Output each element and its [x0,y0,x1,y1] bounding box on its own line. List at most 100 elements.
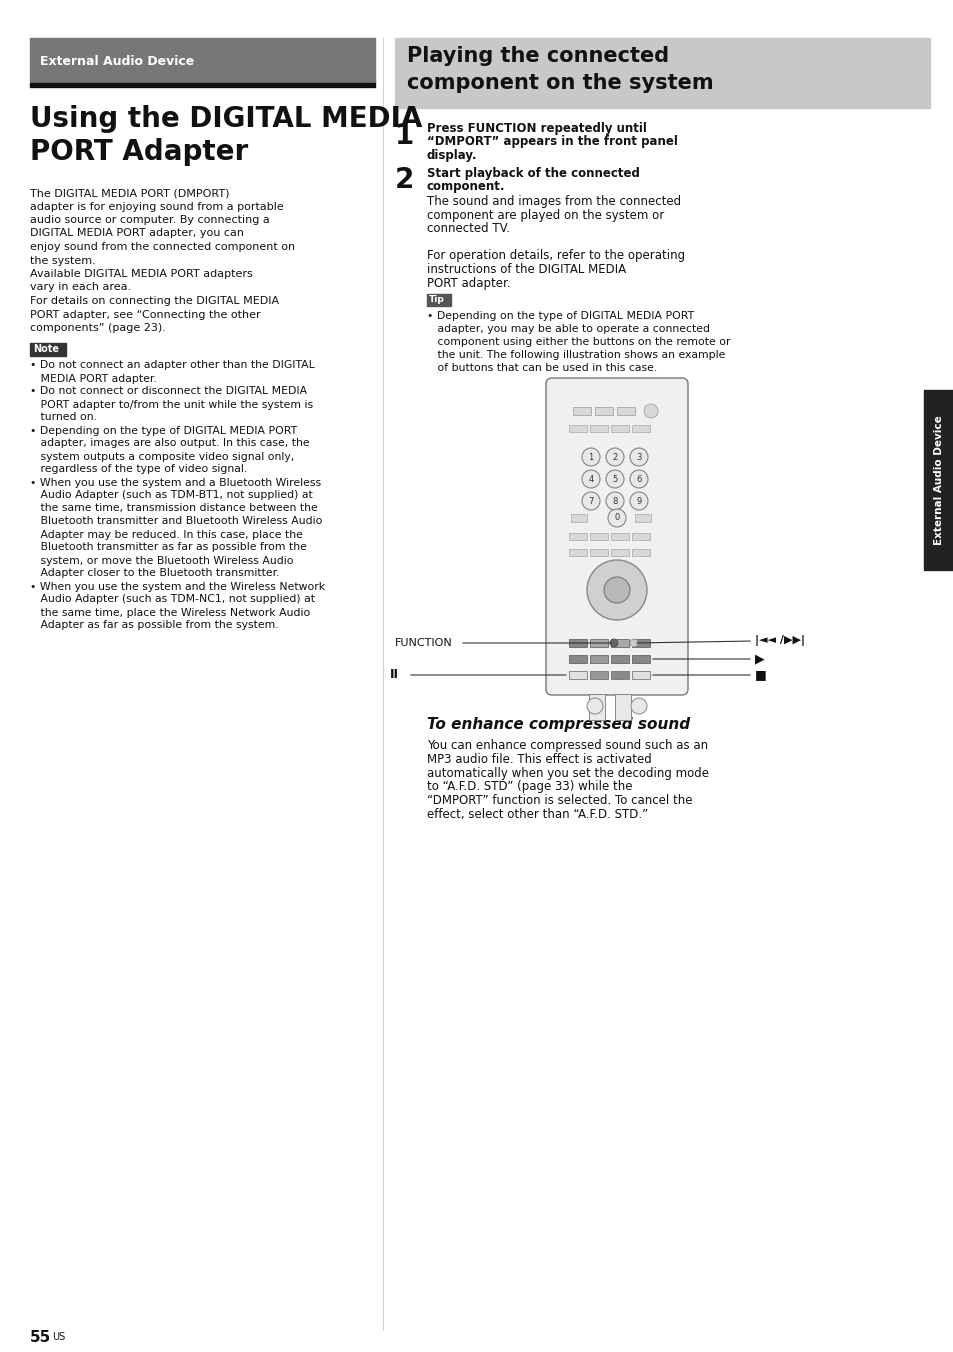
Text: The DIGITAL MEDIA PORT (DMPORT): The DIGITAL MEDIA PORT (DMPORT) [30,188,230,197]
Text: adapter, images are also output. In this case, the: adapter, images are also output. In this… [30,438,310,449]
Bar [589,425,607,433]
Text: Adapter as far as possible from the system.: Adapter as far as possible from the syst… [30,621,278,630]
Text: Using the DIGITAL MEDIA: Using the DIGITAL MEDIA [30,105,422,132]
Circle shape [581,448,599,466]
Text: 55: 55 [30,1330,51,1345]
Text: Tip: Tip [429,295,444,304]
Circle shape [629,470,647,488]
Bar [617,407,635,415]
Text: system, or move the Bluetooth Wireless Audio: system, or move the Bluetooth Wireless A… [30,556,294,565]
Text: ▶: ▶ [754,653,763,665]
Bar [568,654,586,662]
Text: • Do not connect an adapter other than the DIGITAL: • Do not connect an adapter other than t… [30,361,314,370]
Text: adapter is for enjoying sound from a portable: adapter is for enjoying sound from a por… [30,201,283,211]
Bar [568,549,586,556]
Circle shape [629,639,638,648]
Circle shape [586,698,602,714]
FancyBboxPatch shape [545,379,687,695]
Bar [589,671,607,679]
Bar [573,407,590,415]
Circle shape [581,492,599,510]
Text: Available DIGITAL MEDIA PORT adapters: Available DIGITAL MEDIA PORT adapters [30,269,253,279]
Circle shape [605,448,623,466]
Text: |◄◄ /▶▶|: |◄◄ /▶▶| [754,635,804,646]
Circle shape [629,492,647,510]
Bar [568,425,586,433]
Text: For details on connecting the DIGITAL MEDIA: For details on connecting the DIGITAL ME… [30,296,279,306]
Circle shape [630,698,646,714]
Bar [568,671,586,679]
Text: audio source or computer. By connecting a: audio source or computer. By connecting … [30,215,270,224]
Text: regardless of the type of video signal.: regardless of the type of video signal. [30,465,247,475]
Bar [631,549,649,556]
Text: enjoy sound from the connected component on: enjoy sound from the connected component… [30,242,294,251]
Text: MEDIA PORT adapter.: MEDIA PORT adapter. [30,373,156,384]
Text: DIGITAL MEDIA PORT adapter, you can: DIGITAL MEDIA PORT adapter, you can [30,228,244,238]
Text: Press FUNCTION repeatedly until: Press FUNCTION repeatedly until [427,122,646,135]
Text: 2: 2 [395,166,414,195]
Text: of buttons that can be used in this case.: of buttons that can be used in this case… [427,362,657,373]
Bar [568,639,586,648]
Text: External Audio Device: External Audio Device [40,55,194,68]
Text: Bluetooth transmitter and Bluetooth Wireless Audio: Bluetooth transmitter and Bluetooth Wire… [30,516,322,526]
Text: 1: 1 [395,122,414,150]
Text: 9: 9 [636,496,641,506]
Text: turned on.: turned on. [30,412,97,422]
Text: system outputs a composite video signal only,: system outputs a composite video signal … [30,452,294,461]
Bar [631,639,649,648]
Text: 4: 4 [588,475,593,484]
Text: PORT adapter.: PORT adapter. [427,277,510,289]
Text: connected TV.: connected TV. [427,223,509,235]
Bar [610,654,628,662]
Circle shape [629,448,647,466]
Text: • When you use the system and a Bluetooth Wireless: • When you use the system and a Bluetoot… [30,477,321,488]
Circle shape [609,639,618,648]
Bar [30,38,375,82]
Bar [427,293,451,306]
Text: the same time, place the Wireless Network Audio: the same time, place the Wireless Networ… [30,607,310,618]
Text: • When you use the system and the Wireless Network: • When you use the system and the Wirele… [30,581,325,592]
Bar [631,425,649,433]
Circle shape [605,492,623,510]
Bar [631,533,649,539]
Text: Audio Adapter (such as TDM-BT1, not supplied) at: Audio Adapter (such as TDM-BT1, not supp… [30,491,313,500]
Text: instructions of the DIGITAL MEDIA: instructions of the DIGITAL MEDIA [427,264,625,276]
Text: components” (page 23).: components” (page 23). [30,323,166,333]
Text: vary in each area.: vary in each area. [30,283,131,292]
Text: PORT adapter, see “Connecting the other: PORT adapter, see “Connecting the other [30,310,260,319]
Circle shape [581,470,599,488]
Bar [571,514,586,522]
Text: display.: display. [427,149,477,162]
Text: To enhance compressed sound: To enhance compressed sound [427,717,689,731]
Bar [610,639,628,648]
Bar [635,514,650,522]
Text: • Depending on the type of DIGITAL MEDIA PORT: • Depending on the type of DIGITAL MEDIA… [427,311,694,320]
Text: 5: 5 [612,475,617,484]
Circle shape [605,470,623,488]
Bar [589,639,607,648]
Text: The sound and images from the connected: The sound and images from the connected [427,196,680,208]
Text: to “A.F.D. STD” (page 33) while the: to “A.F.D. STD” (page 33) while the [427,780,632,794]
Bar [568,533,586,539]
Text: adapter, you may be able to operate a connected: adapter, you may be able to operate a co… [427,324,709,334]
Bar [631,654,649,662]
Text: Audio Adapter (such as TDM-NC1, not supplied) at: Audio Adapter (such as TDM-NC1, not supp… [30,595,314,604]
Text: component using either the buttons on the remote or: component using either the buttons on th… [427,337,730,347]
Text: Start playback of the connected: Start playback of the connected [427,166,639,180]
Bar [30,342,66,356]
Circle shape [643,404,658,418]
Text: PORT adapter to/from the unit while the system is: PORT adapter to/from the unit while the … [30,399,313,410]
Text: 7: 7 [588,496,593,506]
Text: ■: ■ [754,668,766,681]
Text: component on the system: component on the system [407,73,713,93]
Text: Adapter may be reduced. In this case, place the: Adapter may be reduced. In this case, pl… [30,530,302,539]
Bar [610,425,628,433]
Bar [30,82,375,87]
Text: External Audio Device: External Audio Device [933,415,943,545]
Text: Playing the connected: Playing the connected [407,46,668,66]
Circle shape [603,577,629,603]
Bar [615,694,630,721]
Bar [631,671,649,679]
Bar [588,694,604,721]
Circle shape [607,508,625,527]
